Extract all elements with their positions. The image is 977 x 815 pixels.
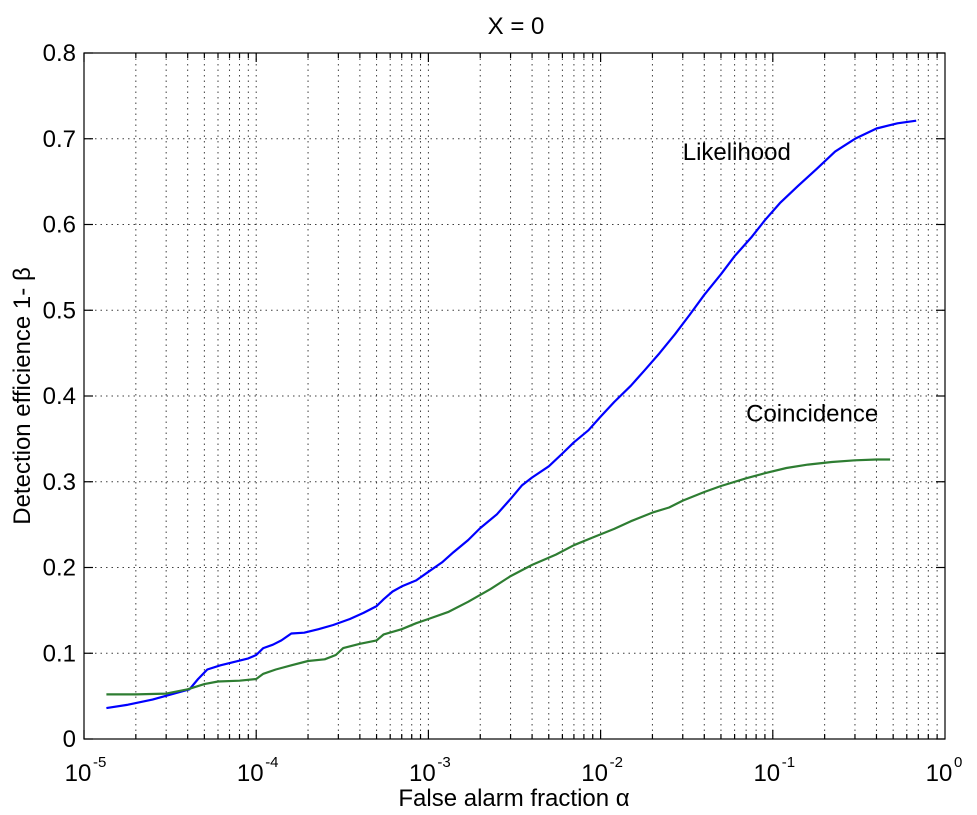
x-tick-exponent: -4 — [265, 754, 278, 771]
likelihood-annotation: Likelihood — [683, 139, 791, 166]
y-tick-label: 0 — [63, 726, 76, 753]
x-tick-exponent: -3 — [437, 754, 450, 771]
likelihood-curve — [106, 119, 917, 710]
coincidence-curve — [106, 458, 891, 696]
y-tick-label: 0.1 — [43, 640, 76, 667]
y-tick-label: 0.2 — [43, 555, 76, 582]
x-tick-exponent: -5 — [93, 754, 106, 771]
x-axis-label: False alarm fraction α — [398, 785, 629, 812]
y-tick-label: 0.4 — [43, 383, 76, 410]
x-tick-exponent: 0 — [954, 754, 962, 771]
x-tick-label: 10 — [65, 760, 92, 787]
grid-lines — [84, 53, 945, 739]
x-tick-label: 10 — [409, 760, 436, 787]
x-tick-label: 10 — [753, 760, 780, 787]
x-tick-label: 10 — [926, 760, 953, 787]
x-tick-exponent: -1 — [782, 754, 795, 771]
y-axis-label: Detection efficience 1- β — [9, 267, 36, 525]
coincidence-annotation: Coincidence — [746, 401, 878, 428]
y-tick-label: 0.3 — [43, 469, 76, 496]
axis-ticks: 00.10.20.30.40.50.60.70.810 -5 10 -4 10 -3 10-… — [43, 40, 963, 787]
y-tick-label: 0.7 — [43, 126, 76, 153]
x-tick-label: 10 — [581, 760, 608, 787]
chart-title: X = 0 — [488, 13, 545, 40]
x-tick-label: 10 — [237, 760, 264, 787]
y-tick-label: 0.8 — [43, 40, 76, 67]
series-lines — [106, 119, 917, 710]
y-tick-label: 0.6 — [43, 212, 76, 239]
x-tick-exponent: -2 — [610, 754, 623, 771]
y-tick-label: 0.5 — [43, 297, 76, 324]
annotations: Likelihood Coincidence — [683, 139, 878, 428]
